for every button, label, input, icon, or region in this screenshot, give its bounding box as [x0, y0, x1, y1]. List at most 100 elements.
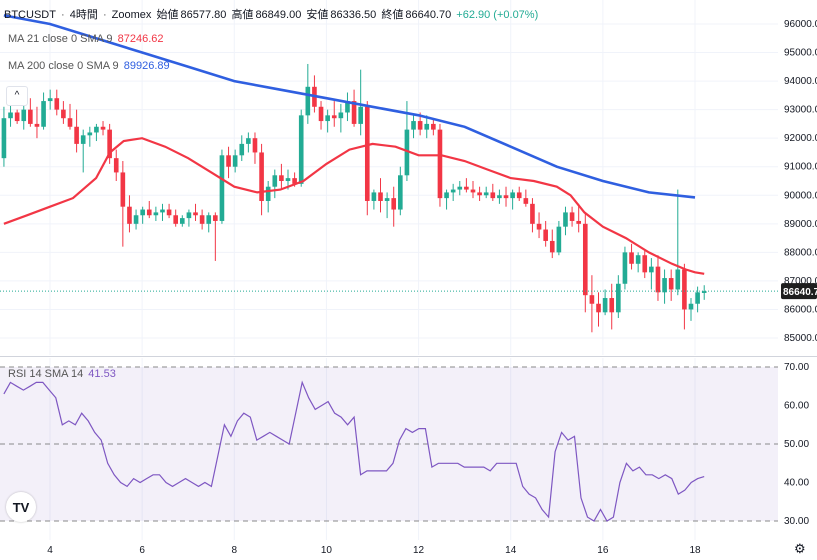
rsi-tick-label: 50.00 [784, 439, 809, 450]
price-tick-label: 88000.00 [784, 247, 817, 258]
candle [444, 189, 449, 210]
candle [140, 206, 145, 224]
candle [80, 129, 86, 173]
candle [338, 103, 344, 133]
price-tick-label: 93000.00 [784, 105, 817, 116]
gear-icon[interactable]: ⚙ [794, 541, 806, 557]
candle [265, 181, 271, 213]
candle-body [464, 186, 469, 190]
candle [325, 109, 330, 133]
candle-body [411, 121, 416, 130]
candle-body [67, 118, 73, 127]
candle-body [431, 123, 436, 130]
candle-body [213, 215, 218, 221]
candle [569, 206, 575, 227]
candle-body [199, 215, 205, 224]
tradingview-logo-icon[interactable]: TV [6, 492, 36, 522]
candle [186, 209, 192, 227]
rsi-legend[interactable]: RSI 14 SMA 14 41.53 [8, 368, 118, 380]
candle [127, 195, 132, 233]
time-tick-label: 4 [47, 545, 53, 556]
candle-body [635, 255, 641, 264]
candle [391, 186, 397, 227]
low-label: 安値 [306, 9, 329, 21]
candle-body [166, 209, 172, 216]
price-tick-label: 96000.00 [784, 19, 817, 30]
candle-body [675, 269, 681, 290]
candle [371, 189, 377, 210]
candle [318, 101, 324, 130]
timeframe-label[interactable]: 4時間 [69, 9, 98, 21]
candle-body [629, 252, 634, 264]
candle [153, 206, 159, 221]
high-value: 86849.00 [255, 9, 302, 21]
candle [378, 178, 383, 213]
candle [682, 263, 687, 330]
candle [166, 203, 172, 219]
collapse-legend-button[interactable]: ^ [6, 86, 28, 106]
candle-body [61, 109, 66, 119]
candle [530, 198, 535, 233]
time-tick-label: 6 [139, 545, 145, 556]
price-tick-label: 91000.00 [784, 162, 817, 173]
candle [298, 109, 304, 187]
ma21-legend[interactable]: MA 21 close 0 SMA 9 87246.62 [8, 33, 166, 45]
candle [272, 169, 278, 199]
chart-header-legend: BTCUSDT · 4時間 · Zoomex 始値 86577.80 高値 8684… [4, 6, 540, 22]
candle [100, 121, 106, 136]
candle [616, 275, 621, 319]
candle-body [642, 255, 648, 273]
candle-body [133, 215, 139, 224]
candle-body [28, 109, 33, 124]
candle [146, 200, 152, 219]
rsi-tick-label: 30.00 [784, 516, 809, 527]
rsi-axis[interactable]: 30.00 40.00 50.00 60.00 70.00 [784, 362, 809, 527]
candle-body [510, 192, 515, 199]
candle [364, 101, 370, 216]
candle [450, 183, 456, 201]
candle [543, 220, 548, 247]
candle [21, 103, 27, 130]
candle [107, 123, 112, 164]
change-value: +62.90 (+0.07%) [456, 9, 539, 21]
candle [219, 149, 225, 224]
candle-body [688, 303, 694, 310]
candle [331, 101, 337, 127]
rsi-legend-label: RSI 14 SMA 14 [8, 368, 84, 380]
ma21-legend-value: 87246.62 [117, 33, 164, 45]
candle [596, 292, 601, 327]
ma21-legend-label: MA 21 close 0 SMA 9 [8, 33, 113, 45]
candle-body [516, 192, 522, 199]
candle-body [279, 175, 284, 181]
candle-body [325, 115, 330, 122]
separator: · [61, 9, 65, 21]
candle-body [589, 295, 595, 304]
candle [232, 149, 238, 173]
candle-body [232, 155, 238, 167]
candle [510, 189, 515, 210]
candle-body [100, 126, 106, 130]
candle-body [351, 101, 357, 124]
candle [649, 258, 654, 290]
candle-body [292, 178, 297, 184]
candle [576, 203, 582, 233]
time-axis[interactable]: 4 6 8 10 12 14 16 18 [47, 545, 701, 556]
price-axis[interactable]: 85000.00 86000.00 87000.00 88000.00 89000.00… [784, 19, 817, 344]
candle [457, 181, 463, 196]
symbol-label[interactable]: BTCUSDT [4, 9, 56, 21]
candle-body [47, 98, 53, 102]
candle [1, 106, 7, 167]
last-price-tag-bg [781, 283, 817, 300]
candle [431, 118, 436, 136]
candle [28, 98, 33, 127]
candle-body [265, 186, 271, 201]
rsi-tick-label: 70.00 [784, 362, 809, 373]
candle-body [695, 292, 700, 304]
candle-body [21, 109, 27, 122]
price-tick-label: 89000.00 [784, 219, 817, 230]
candle-body [569, 212, 575, 221]
ma200-legend-label: MA 200 close 0 SMA 9 [8, 60, 119, 72]
ma200-legend[interactable]: MA 200 close 0 SMA 9 89926.89 [8, 60, 172, 72]
candle-body [384, 198, 390, 201]
